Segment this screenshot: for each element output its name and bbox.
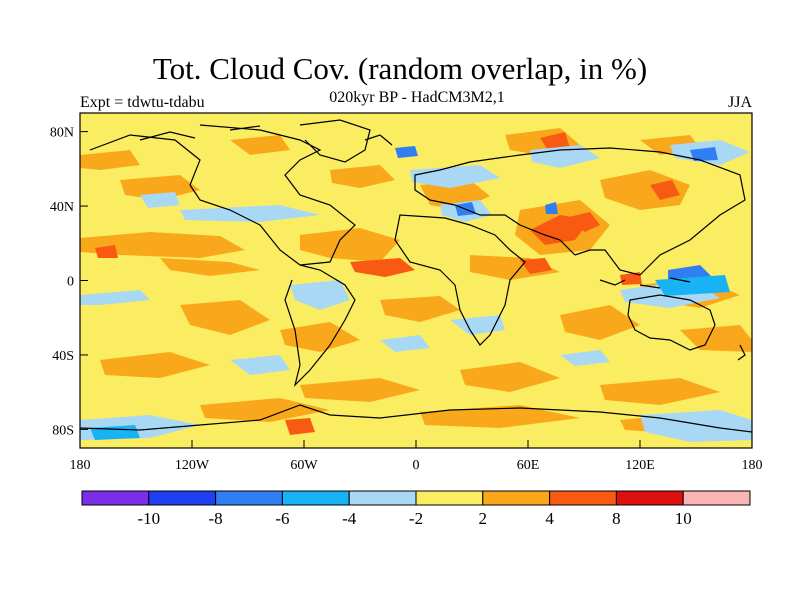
colorbar-label: -6: [275, 509, 289, 528]
colorbar-swatch: [281, 490, 350, 506]
colorbar-swatch: [615, 490, 684, 506]
y-tick-label: 40N: [50, 200, 74, 215]
x-tick-label: 60E: [517, 458, 540, 473]
x-tick-label: 180: [70, 458, 91, 473]
colorbar-swatch: [482, 490, 551, 506]
colorbar: -10 -8 -6 -4 -2 2 4 8 10: [81, 490, 751, 528]
colorbar-swatch: [549, 490, 617, 506]
colorbar-label: 4: [545, 509, 554, 528]
y-tick-label: 80S: [52, 423, 74, 438]
anomaly-field: [80, 119, 752, 442]
y-axis: 80N 40N 0 40S 80S: [50, 126, 88, 438]
colorbar-swatch: [215, 490, 283, 506]
colorbar-swatch: [148, 490, 217, 506]
colorbar-swatch: [81, 490, 150, 506]
y-tick-label: 80N: [50, 126, 74, 141]
y-tick-label: 40S: [52, 349, 74, 364]
colorbar-label: 8: [612, 509, 621, 528]
colorbar-label: 2: [479, 509, 488, 528]
colorbar-label: -8: [209, 509, 223, 528]
x-tick-label: 120W: [175, 458, 210, 473]
x-tick-label: 180: [742, 458, 763, 473]
x-tick-label: 120E: [625, 458, 655, 473]
map-panel: 180 120W 60W 0 60E 120E 180 80N 40N 0 40S 80S: [50, 112, 763, 473]
coastlines: [80, 119, 752, 433]
colorbar-swatch: [348, 490, 417, 506]
x-axis: 180 120W 60W 0 60E 120E 180: [70, 440, 763, 473]
chart-title: Tot. Cloud Cov. (random overlap, in %): [152, 51, 648, 86]
colorbar-swatch: [682, 490, 751, 506]
x-tick-label: 0: [413, 458, 420, 473]
anomaly-positive-strong: [95, 132, 680, 435]
colorbar-label: -10: [137, 509, 160, 528]
colorbar-label: 10: [675, 509, 692, 528]
y-tick-label: 0: [67, 275, 74, 290]
colorbar-label: -4: [342, 509, 357, 528]
experiment-label: Expt = tdwtu-tdabu: [80, 94, 205, 111]
colorbar-label: -2: [409, 509, 423, 528]
x-tick-label: 60W: [290, 458, 318, 473]
chart-subtitle: 020kyr BP - HadCM3M2,1: [329, 89, 505, 106]
season-label: JJA: [727, 94, 752, 111]
colorbar-swatch: [415, 490, 484, 506]
